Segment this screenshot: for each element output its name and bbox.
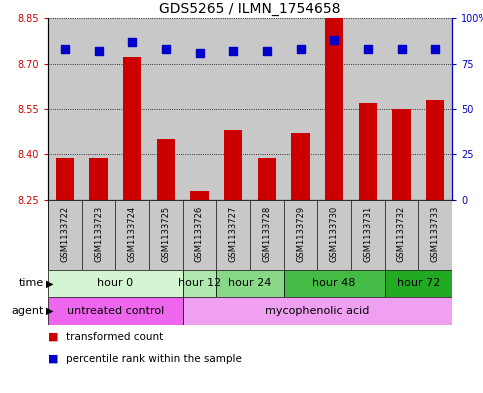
Text: GSM1133724: GSM1133724 — [128, 206, 137, 262]
Bar — [183, 18, 216, 200]
Bar — [257, 158, 276, 200]
Bar — [183, 270, 216, 297]
Point — [297, 46, 304, 52]
Bar — [183, 200, 216, 270]
Bar — [48, 200, 82, 270]
Text: hour 12: hour 12 — [178, 279, 221, 288]
Bar — [351, 200, 384, 270]
Bar — [82, 18, 115, 200]
Text: hour 24: hour 24 — [228, 279, 271, 288]
Bar — [149, 18, 183, 200]
Bar — [384, 18, 418, 200]
Bar — [325, 18, 343, 200]
Text: mycophenolic acid: mycophenolic acid — [265, 306, 369, 316]
Text: ▶: ▶ — [46, 279, 54, 288]
Text: GSM1133726: GSM1133726 — [195, 206, 204, 262]
Bar — [418, 200, 452, 270]
Bar — [190, 191, 209, 200]
Bar — [291, 133, 310, 200]
Point — [196, 50, 203, 56]
Point — [162, 46, 170, 52]
Text: GSM1133728: GSM1133728 — [262, 206, 271, 262]
Bar — [183, 297, 452, 325]
Bar — [418, 18, 452, 200]
Text: ■: ■ — [48, 332, 58, 342]
Bar — [384, 200, 418, 270]
Point — [128, 39, 136, 45]
Bar — [358, 103, 377, 200]
Text: GSM1133733: GSM1133733 — [431, 206, 440, 262]
Bar — [115, 200, 149, 270]
Bar — [216, 200, 250, 270]
Bar — [216, 270, 284, 297]
Bar — [392, 109, 411, 200]
Point — [263, 48, 270, 54]
Text: GSM1133731: GSM1133731 — [363, 206, 372, 262]
Text: GDS5265 / ILMN_1754658: GDS5265 / ILMN_1754658 — [159, 2, 341, 16]
Bar — [317, 200, 351, 270]
Text: hour 48: hour 48 — [313, 279, 356, 288]
Bar — [284, 270, 384, 297]
Bar — [250, 200, 284, 270]
Text: untreated control: untreated control — [67, 306, 164, 316]
Bar — [284, 200, 317, 270]
Text: GSM1133722: GSM1133722 — [60, 206, 70, 262]
Text: GSM1133727: GSM1133727 — [228, 206, 238, 262]
Text: GSM1133725: GSM1133725 — [161, 206, 170, 262]
Text: time: time — [19, 279, 44, 288]
Bar — [384, 270, 452, 297]
Point — [330, 37, 338, 43]
Text: percentile rank within the sample: percentile rank within the sample — [66, 354, 242, 364]
Bar — [284, 18, 317, 200]
Bar — [317, 18, 351, 200]
Point — [364, 46, 372, 52]
Point — [229, 48, 237, 54]
Point — [95, 48, 102, 54]
Bar — [216, 18, 250, 200]
Point — [431, 46, 439, 52]
Text: GSM1133723: GSM1133723 — [94, 206, 103, 262]
Bar — [115, 18, 149, 200]
Text: GSM1133729: GSM1133729 — [296, 206, 305, 262]
Bar — [250, 18, 284, 200]
Text: GSM1133730: GSM1133730 — [330, 206, 339, 262]
Bar — [89, 158, 108, 200]
Bar — [351, 18, 384, 200]
Text: GSM1133732: GSM1133732 — [397, 206, 406, 262]
Bar — [224, 130, 242, 200]
Text: transformed count: transformed count — [66, 332, 164, 342]
Bar — [48, 18, 82, 200]
Bar — [48, 270, 183, 297]
Point — [61, 46, 69, 52]
Text: ▶: ▶ — [46, 306, 54, 316]
Bar — [426, 100, 444, 200]
Bar — [149, 200, 183, 270]
Text: ■: ■ — [48, 354, 58, 364]
Text: hour 0: hour 0 — [97, 279, 133, 288]
Bar — [82, 200, 115, 270]
Bar — [123, 57, 142, 200]
Bar — [156, 140, 175, 200]
Point — [398, 46, 405, 52]
Text: agent: agent — [12, 306, 44, 316]
Bar — [48, 297, 183, 325]
Text: hour 72: hour 72 — [397, 279, 440, 288]
Bar — [56, 158, 74, 200]
